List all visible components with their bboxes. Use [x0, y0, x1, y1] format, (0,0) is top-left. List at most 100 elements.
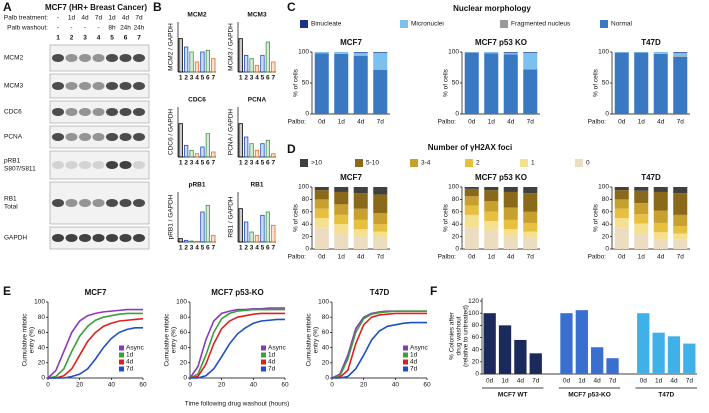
blot-band: [65, 161, 78, 169]
x-tick-label: 0d: [640, 378, 648, 385]
y-tick-label: 80: [472, 322, 480, 329]
y-tick-label: 40: [302, 221, 310, 228]
legend-label: 3-4: [421, 160, 431, 167]
bar-segment: [484, 211, 499, 222]
x-tick-label: 20: [76, 382, 84, 389]
blot-band: [79, 161, 91, 169]
bar: [254, 64, 260, 73]
y-axis-label: % of cells: [293, 68, 300, 97]
blot-label: PCNA: [4, 134, 23, 141]
blot-label: Total: [4, 204, 18, 211]
y-axis-label: CDC6 / GAPDH: [168, 109, 175, 156]
y-axis-label: % Colonies after: [449, 311, 456, 360]
lane-number: 4: [97, 35, 101, 42]
bar-segment: [673, 56, 688, 57]
x-tick-label: 0d: [563, 378, 571, 385]
y-tick-label: 80: [322, 314, 330, 321]
blot-band: [106, 133, 118, 141]
bar-segment: [673, 226, 688, 234]
legend-swatch: [355, 159, 363, 167]
y-tick-label: 50: [302, 80, 310, 87]
bar-segment: [503, 236, 518, 249]
x-tick-label: 4: [195, 245, 199, 252]
y-tick-label: 60: [302, 209, 310, 216]
y-tick-label: 50: [452, 80, 460, 87]
x-tick-label: 7d: [609, 378, 617, 385]
bar: [265, 139, 270, 158]
y-tick-label: 40: [452, 221, 460, 228]
x-tick-label: 7d: [377, 254, 385, 261]
bar-segment: [353, 52, 368, 53]
x-tick-label: 6: [266, 75, 270, 82]
blot-label: GAPDH: [4, 235, 27, 242]
blot-band: [133, 133, 145, 141]
bar-segment: [653, 239, 668, 249]
blot-band: [106, 82, 118, 90]
bar-segment: [353, 219, 368, 230]
bar: [211, 151, 216, 158]
legend-label: 7d: [126, 366, 134, 373]
x-tick-label: 20: [218, 382, 226, 389]
x-tick-label: 5: [201, 160, 205, 167]
y-axis-label: entry (%): [313, 327, 320, 353]
blot-band: [119, 108, 132, 116]
treatment: 7d: [135, 15, 143, 22]
y-tick-label: 80: [38, 314, 46, 321]
bar: [667, 336, 681, 374]
blot-band: [106, 199, 118, 207]
y-tick-label: 100: [318, 299, 329, 306]
x-tick-label: 7d: [677, 119, 685, 126]
x-tick-label: 1: [239, 160, 243, 167]
y-tick-label: 40: [38, 344, 46, 351]
blot-band: [52, 234, 64, 242]
x-tick-label: 7d: [377, 119, 385, 126]
y-tick-label: 40: [472, 346, 480, 353]
y-axis-label: Cumulative mitotic: [22, 313, 29, 367]
bar-segment: [523, 69, 538, 114]
x-tick-label: 4: [255, 160, 259, 167]
x-tick-label: 7: [211, 75, 215, 82]
bar-segment: [464, 196, 479, 206]
bar-segment: [653, 232, 668, 240]
legend-swatch: [465, 159, 473, 167]
blot-band: [65, 108, 78, 116]
bar: [178, 123, 183, 158]
bar-segment: [614, 227, 629, 249]
legend-swatch: [261, 366, 266, 372]
lane-number: 6: [124, 35, 128, 42]
blot-band: [65, 234, 78, 242]
x-tick-label: 1d: [488, 254, 496, 261]
x-tick-label: 2: [184, 160, 188, 167]
bar: [271, 61, 276, 73]
bar: [637, 313, 650, 374]
chart-title: MCF7: [85, 288, 107, 297]
lane-number: 3: [83, 35, 87, 42]
bar-segment: [673, 193, 688, 215]
y-axis-label: drug washout: [456, 316, 463, 355]
x-tick-label: 4d: [357, 254, 365, 261]
y-tick-label: 100: [448, 49, 459, 56]
bar: [265, 41, 270, 73]
bar-segment: [503, 229, 518, 237]
bar: [194, 240, 200, 243]
y-tick-label: 0: [605, 111, 609, 118]
legend-label: >10: [311, 160, 322, 167]
x-tick-label: 0d: [468, 254, 476, 261]
blot-band: [106, 108, 118, 116]
bar-segment: [373, 237, 388, 249]
x-tick-label: 4d: [507, 119, 515, 126]
bar-segment: [373, 224, 388, 232]
panel-label: A: [3, 0, 12, 14]
x-tick-label: 6: [206, 245, 210, 252]
bar: [184, 144, 189, 158]
legend-label: 4d: [126, 359, 134, 366]
bar: [189, 149, 194, 158]
line: [47, 308, 143, 379]
bar: [238, 123, 243, 158]
x-tick-label: 3: [190, 75, 194, 82]
blot-band: [52, 54, 64, 62]
blot-label: CDC6: [4, 109, 22, 116]
bar: [683, 343, 696, 374]
legend-swatch: [600, 20, 608, 28]
lane-number: 1: [56, 35, 60, 42]
